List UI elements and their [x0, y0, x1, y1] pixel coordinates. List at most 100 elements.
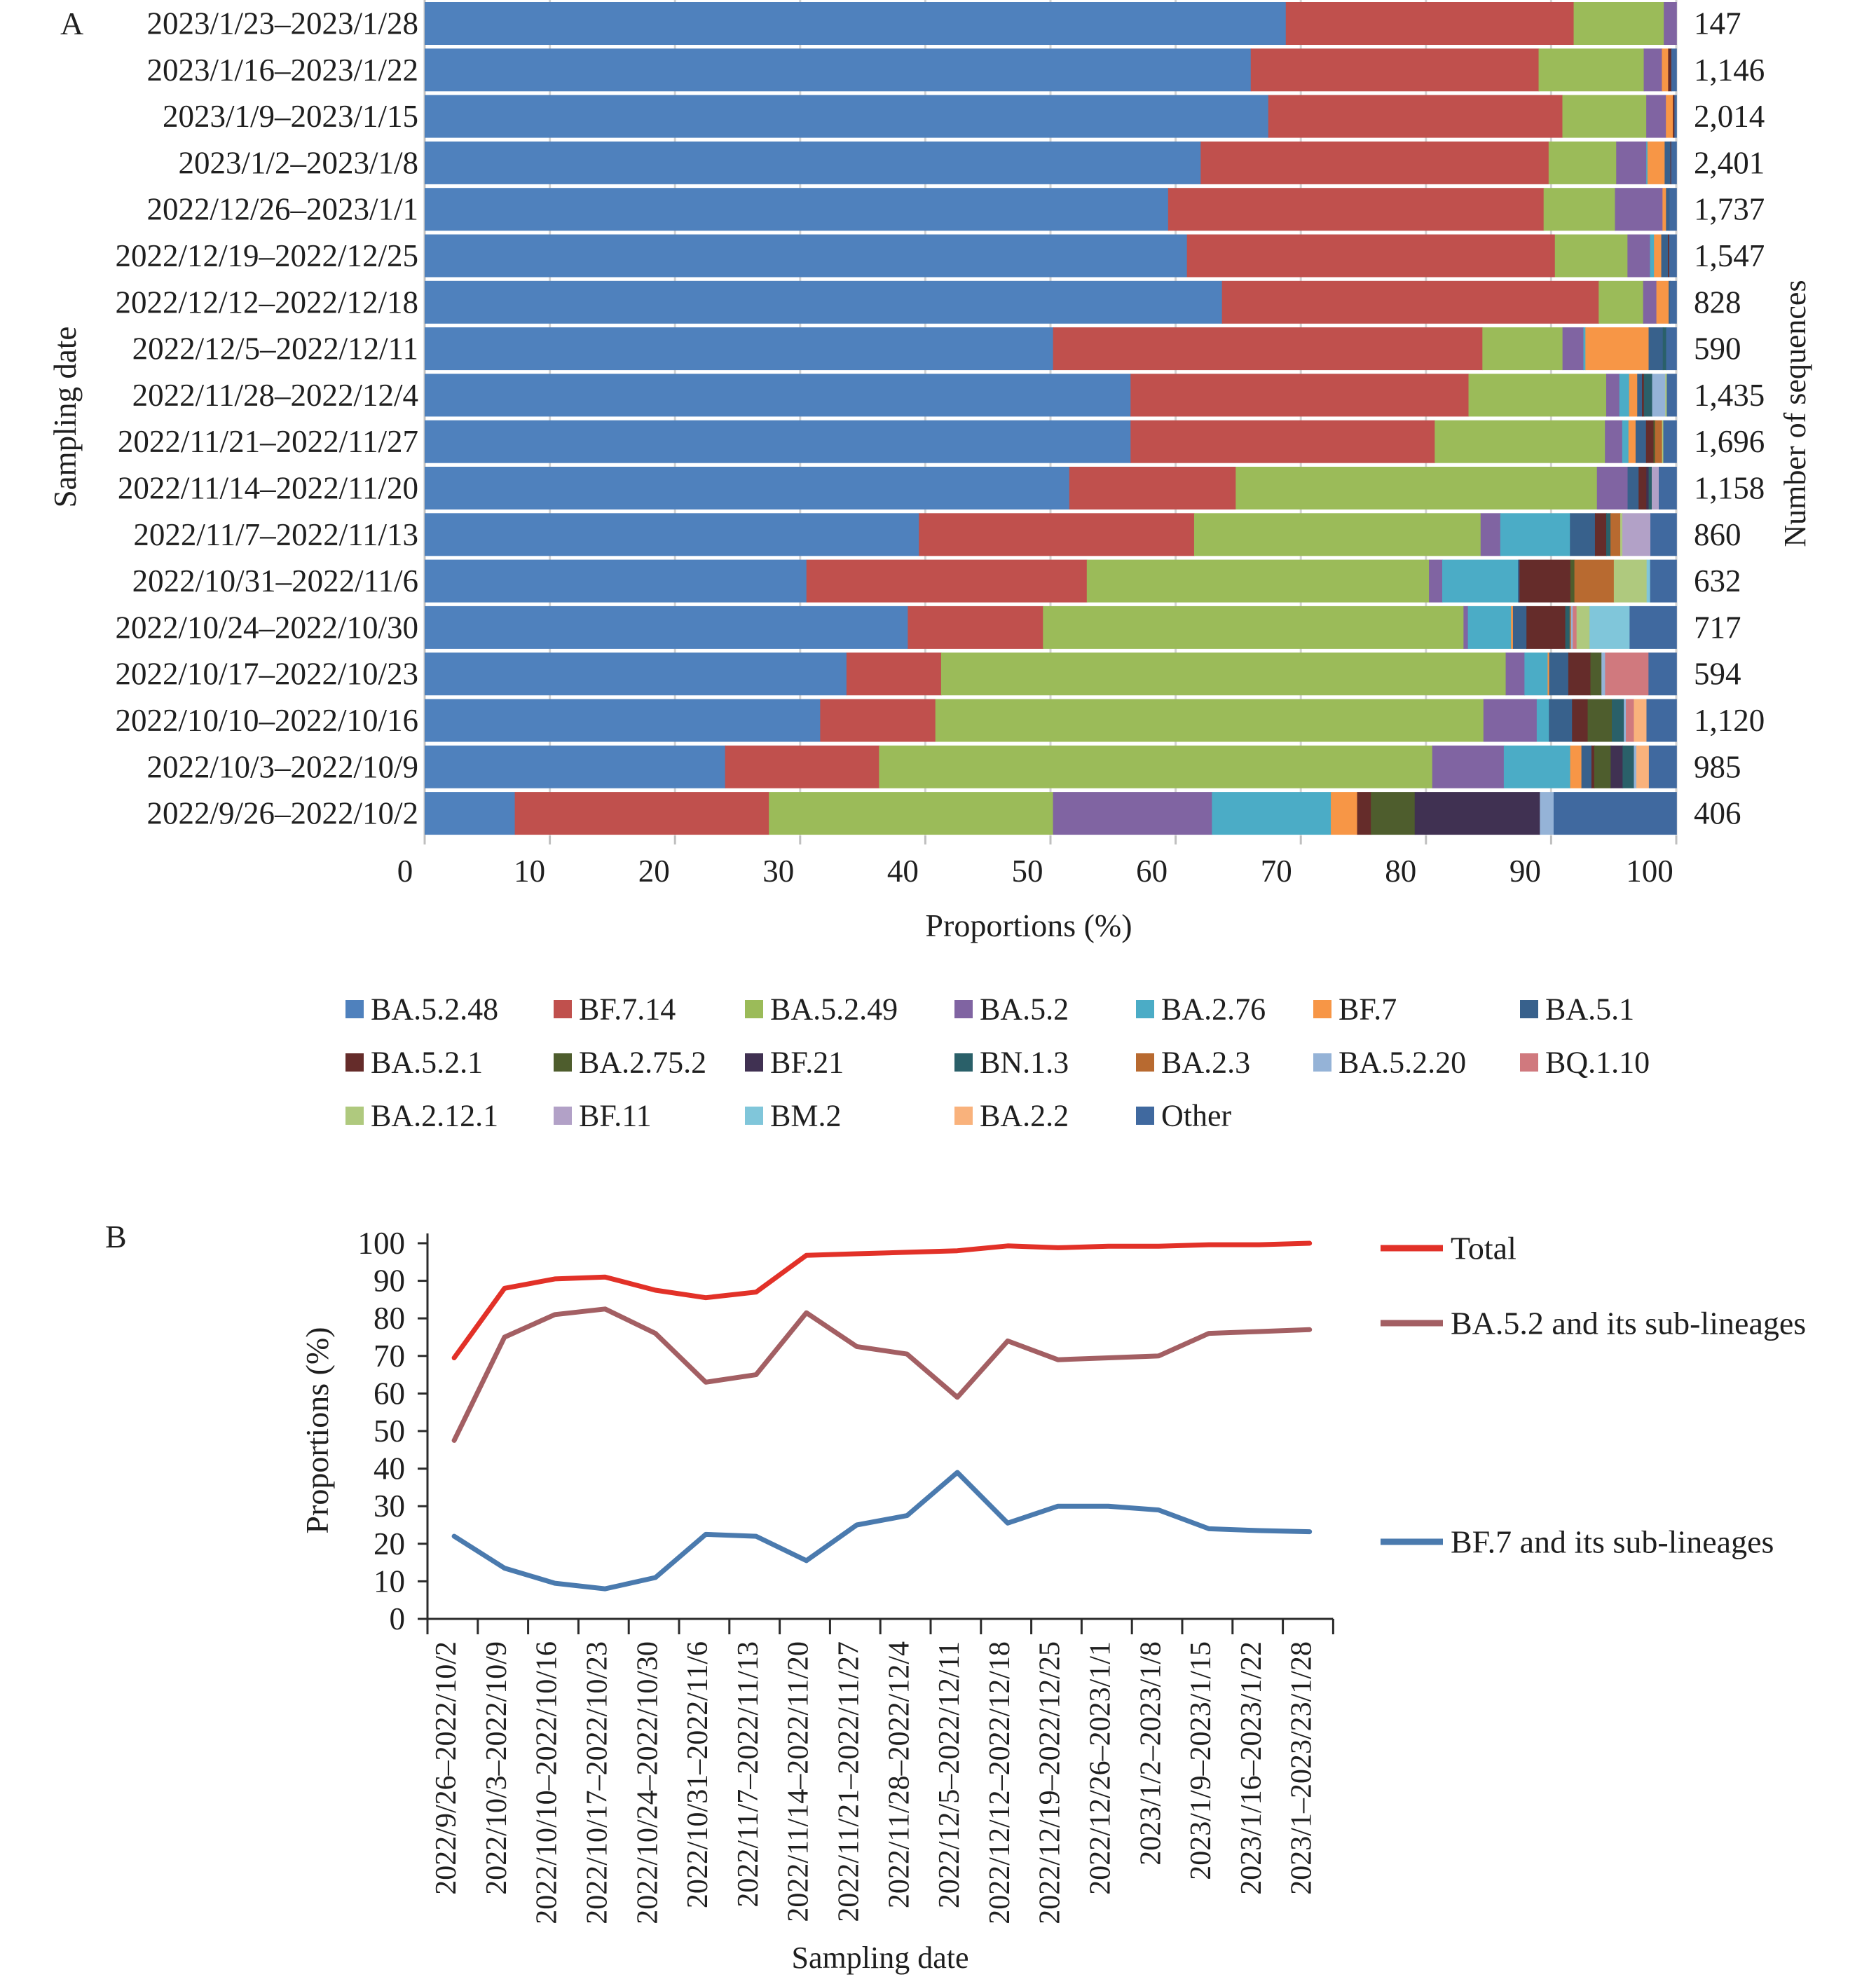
svg-text:2022/11/21–2022/11/27: 2022/11/21–2022/11/27 — [833, 1641, 865, 1922]
svg-text:2,401: 2,401 — [1694, 145, 1765, 180]
svg-text:BA.5.2 and its sub-lineages: BA.5.2 and its sub-lineages — [1451, 1306, 1806, 1341]
svg-text:2023/1–2023/23/1/28: 2023/1–2023/23/1/28 — [1286, 1641, 1318, 1895]
svg-text:Sampling date: Sampling date — [792, 1941, 969, 1975]
svg-text:B: B — [105, 1219, 127, 1254]
svg-text:BF.7: BF.7 — [1338, 992, 1397, 1027]
svg-text:70: 70 — [374, 1339, 405, 1374]
svg-text:60: 60 — [374, 1376, 405, 1411]
svg-text:2023/1/16–2023/1/22: 2023/1/16–2023/1/22 — [146, 53, 418, 88]
svg-text:2022/11/7–2022/11/13: 2022/11/7–2022/11/13 — [133, 517, 418, 552]
svg-text:147: 147 — [1694, 6, 1741, 41]
svg-text:30: 30 — [374, 1489, 405, 1524]
svg-text:20: 20 — [374, 1526, 405, 1561]
svg-text:BA.2.76: BA.2.76 — [1161, 992, 1266, 1027]
svg-text:2022/10/24–2022/10/30: 2022/10/24–2022/10/30 — [631, 1641, 664, 1924]
svg-text:2023/1/16–2023/1/22: 2023/1/16–2023/1/22 — [1235, 1641, 1268, 1895]
svg-text:BN.1.3: BN.1.3 — [980, 1046, 1069, 1080]
svg-text:80: 80 — [1385, 854, 1416, 889]
svg-text:2022/10/17–2022/10/23: 2022/10/17–2022/10/23 — [582, 1641, 614, 1924]
svg-text:632: 632 — [1694, 563, 1741, 598]
svg-text:BA.2.3: BA.2.3 — [1161, 1046, 1250, 1080]
svg-text:BA.5.2: BA.5.2 — [980, 992, 1069, 1027]
svg-text:80: 80 — [374, 1301, 405, 1336]
svg-text:Sampling date: Sampling date — [48, 327, 83, 508]
svg-text:20: 20 — [638, 854, 670, 889]
svg-text:40: 40 — [887, 854, 919, 889]
svg-text:BM.2: BM.2 — [770, 1099, 841, 1133]
svg-text:2022/10/24–2022/10/30: 2022/10/24–2022/10/30 — [115, 610, 418, 645]
svg-text:70: 70 — [1261, 854, 1292, 889]
svg-text:2023/1/9–2023/1/15: 2023/1/9–2023/1/15 — [163, 99, 418, 134]
svg-text:594: 594 — [1694, 657, 1741, 692]
svg-text:2022/12/12–2022/12/18: 2022/12/12–2022/12/18 — [984, 1641, 1016, 1924]
svg-text:0: 0 — [390, 1601, 406, 1636]
svg-text:BA.5.1: BA.5.1 — [1545, 992, 1634, 1027]
svg-text:2022/10/17–2022/10/23: 2022/10/17–2022/10/23 — [115, 657, 418, 692]
svg-text:2022/11/28–2022/12/4: 2022/11/28–2022/12/4 — [132, 378, 418, 413]
svg-text:406: 406 — [1694, 796, 1741, 831]
svg-text:BA.2.2: BA.2.2 — [980, 1099, 1069, 1133]
svg-text:BA.2.12.1: BA.2.12.1 — [371, 1099, 498, 1133]
svg-text:BA.5.2.20: BA.5.2.20 — [1338, 1046, 1466, 1080]
svg-text:10: 10 — [374, 1564, 405, 1599]
svg-text:BF.7 and its sub-lineages: BF.7 and its sub-lineages — [1451, 1524, 1774, 1560]
svg-text:1,120: 1,120 — [1694, 703, 1765, 738]
svg-text:1,737: 1,737 — [1694, 192, 1765, 227]
svg-text:2022/12/19–2022/12/25: 2022/12/19–2022/12/25 — [1034, 1641, 1067, 1924]
svg-text:2022/10/3–2022/10/9: 2022/10/3–2022/10/9 — [481, 1641, 513, 1895]
svg-text:717: 717 — [1694, 610, 1741, 645]
svg-text:1,696: 1,696 — [1694, 424, 1765, 459]
svg-text:40: 40 — [374, 1451, 405, 1486]
svg-text:0: 0 — [397, 854, 413, 889]
svg-text:2022/11/7–2022/11/13: 2022/11/7–2022/11/13 — [732, 1641, 765, 1908]
svg-text:60: 60 — [1136, 854, 1168, 889]
svg-text:100: 100 — [1626, 854, 1673, 889]
svg-text:Proportions (%): Proportions (%) — [299, 1327, 335, 1533]
svg-text:2022/11/14–2022/11/20: 2022/11/14–2022/11/20 — [118, 471, 418, 506]
svg-text:BF.11: BF.11 — [579, 1099, 652, 1133]
svg-text:2023/1/2–2023/1/8: 2023/1/2–2023/1/8 — [1135, 1641, 1167, 1866]
svg-text:Number of sequences: Number of sequences — [1778, 280, 1812, 547]
svg-text:90: 90 — [1509, 854, 1541, 889]
svg-text:2023/1/23–2023/1/28: 2023/1/23–2023/1/28 — [146, 6, 418, 41]
svg-text:860: 860 — [1694, 517, 1741, 552]
svg-text:100: 100 — [358, 1226, 406, 1261]
svg-text:A: A — [60, 6, 83, 41]
svg-text:2023/1/9–2023/1/15: 2023/1/9–2023/1/15 — [1185, 1641, 1217, 1880]
svg-text:2022/10/31–2022/11/6: 2022/10/31–2022/11/6 — [682, 1641, 714, 1908]
svg-text:2022/10/10–2022/10/16: 2022/10/10–2022/10/16 — [115, 703, 418, 738]
svg-text:590: 590 — [1694, 331, 1741, 367]
svg-text:2022/11/28–2022/12/4: 2022/11/28–2022/12/4 — [883, 1641, 915, 1908]
svg-text:30: 30 — [762, 854, 794, 889]
svg-text:50: 50 — [1012, 854, 1043, 889]
svg-text:2022/12/26–2023/1/1: 2022/12/26–2023/1/1 — [146, 192, 418, 227]
svg-text:2022/12/19–2022/12/25: 2022/12/19–2022/12/25 — [115, 238, 418, 273]
svg-text:2023/1/2–2023/1/8: 2023/1/2–2023/1/8 — [178, 145, 418, 180]
svg-text:2022/12/12–2022/12/18: 2022/12/12–2022/12/18 — [115, 285, 418, 320]
svg-text:50: 50 — [374, 1414, 405, 1449]
svg-text:BA.2.75.2: BA.2.75.2 — [579, 1046, 706, 1080]
svg-text:BA.5.2.48: BA.5.2.48 — [371, 992, 498, 1027]
svg-text:1,547: 1,547 — [1694, 238, 1765, 273]
svg-text:2022/11/21–2022/11/27: 2022/11/21–2022/11/27 — [118, 424, 418, 459]
svg-text:2022/10/10–2022/10/16: 2022/10/10–2022/10/16 — [531, 1641, 563, 1924]
svg-text:2,014: 2,014 — [1694, 99, 1765, 134]
svg-text:2022/9/26–2022/10/2: 2022/9/26–2022/10/2 — [146, 796, 418, 831]
svg-text:Total: Total — [1451, 1231, 1516, 1266]
svg-text:Proportions (%): Proportions (%) — [925, 908, 1132, 943]
svg-text:90: 90 — [374, 1264, 405, 1299]
svg-text:2022/12/5–2022/12/11: 2022/12/5–2022/12/11 — [132, 331, 418, 367]
svg-text:BQ.1.10: BQ.1.10 — [1545, 1046, 1650, 1080]
svg-text:2022/10/3–2022/10/9: 2022/10/3–2022/10/9 — [146, 749, 418, 784]
svg-text:BF.7.14: BF.7.14 — [579, 992, 676, 1027]
svg-text:2022/12/26–2023/1/1: 2022/12/26–2023/1/1 — [1085, 1641, 1117, 1895]
svg-text:1,435: 1,435 — [1694, 378, 1765, 413]
svg-text:1,146: 1,146 — [1694, 53, 1765, 88]
svg-text:10: 10 — [514, 854, 545, 889]
svg-text:BA.5.2.49: BA.5.2.49 — [770, 992, 898, 1027]
svg-text:BF.21: BF.21 — [770, 1046, 844, 1080]
svg-text:2022/11/14–2022/11/20: 2022/11/14–2022/11/20 — [783, 1641, 815, 1922]
svg-text:2022/9/26–2022/10/2: 2022/9/26–2022/10/2 — [430, 1641, 463, 1895]
svg-text:Other: Other — [1161, 1099, 1232, 1133]
svg-text:BA.5.2.1: BA.5.2.1 — [371, 1046, 483, 1080]
